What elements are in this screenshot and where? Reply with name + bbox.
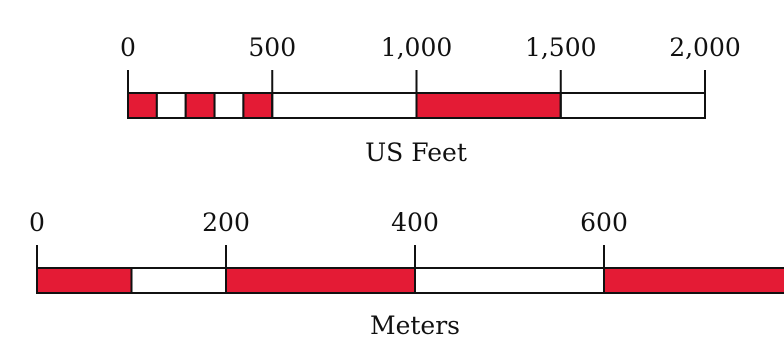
feet-scale-bar: 0 500 1,000 1,500 2,000 US Feet <box>120 33 741 167</box>
meters-tick-label-2: 400 <box>391 208 439 237</box>
meters-segment-2 <box>225 267 416 294</box>
meters-tick-label-3: 600 <box>580 208 628 237</box>
feet-tick-label-2: 1,000 <box>381 33 453 62</box>
feet-segment-3 <box>213 92 245 119</box>
feet-tick-label-3: 1,500 <box>525 33 597 62</box>
feet-segment-7 <box>559 92 706 119</box>
meters-segment-4 <box>603 267 784 294</box>
meters-unit-label: Meters <box>370 311 460 340</box>
feet-segment-2 <box>184 92 216 119</box>
meters-scale-bar: 02004006008Meters <box>29 208 784 340</box>
feet-segment-0 <box>127 92 158 119</box>
feet-segment-6 <box>415 92 562 119</box>
feet-tick-label-4: 2,000 <box>669 33 741 62</box>
feet-segment-1 <box>155 92 187 119</box>
meters-segment-0 <box>36 267 133 294</box>
feet-tick-label-0: 0 <box>120 33 136 62</box>
meters-tick-label-1: 200 <box>202 208 250 237</box>
meters-tick-label-0: 0 <box>29 208 45 237</box>
feet-tick-label-1: 500 <box>248 33 296 62</box>
feet-unit-label: US Feet <box>365 138 467 167</box>
meters-segment-1 <box>130 267 227 294</box>
feet-segment-5 <box>271 92 418 119</box>
feet-segment-4 <box>242 92 274 119</box>
meters-segment-3 <box>414 267 605 294</box>
